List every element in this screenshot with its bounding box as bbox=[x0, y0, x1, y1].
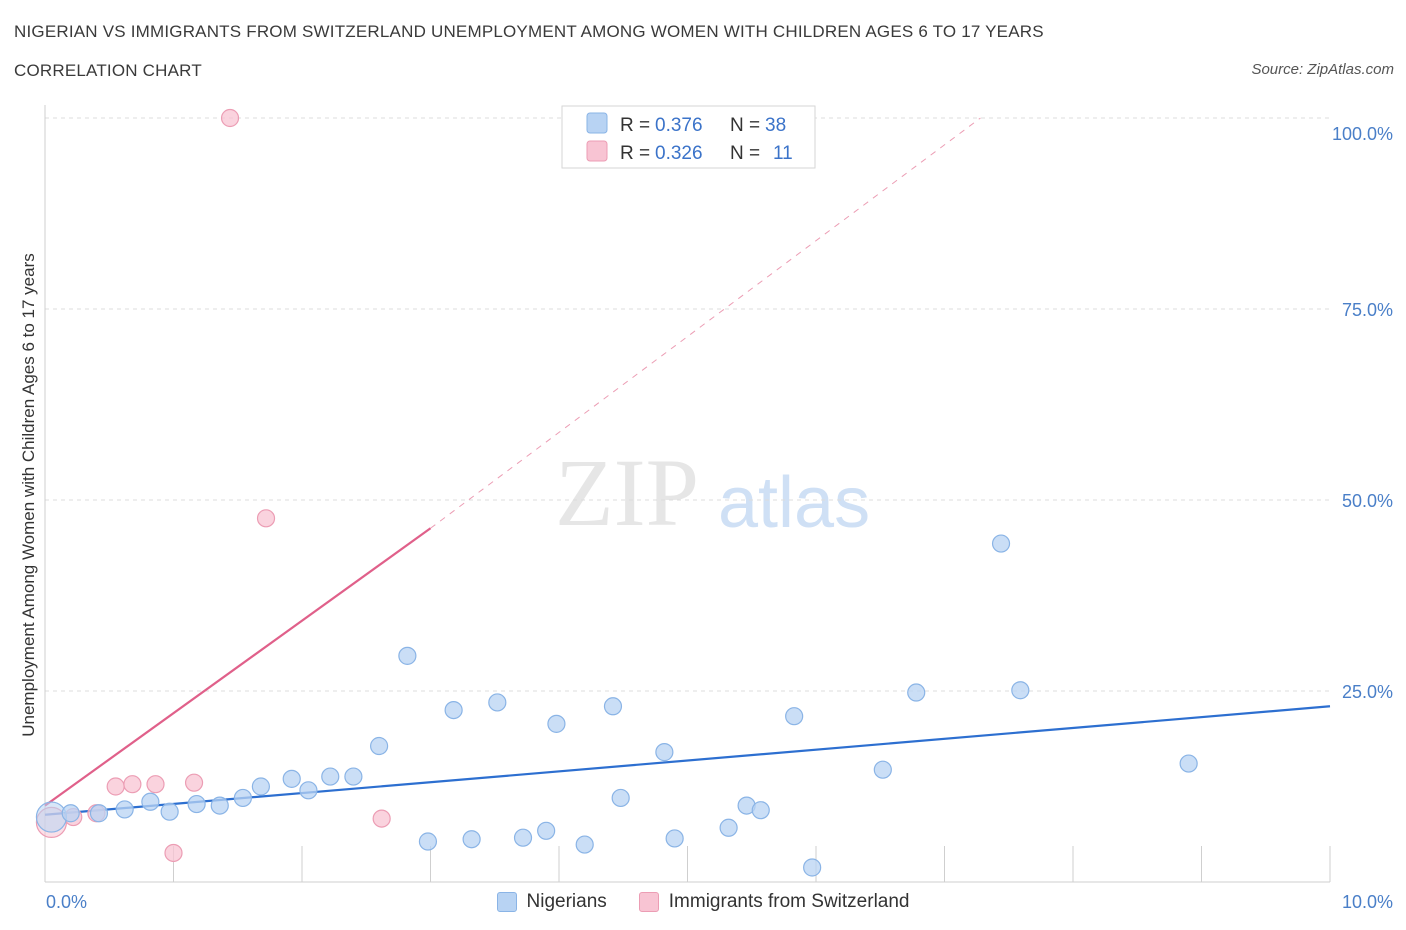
y-tick-labels: 25.0% 50.0% 75.0% 100.0% bbox=[1332, 124, 1393, 702]
point-switzerland bbox=[184, 773, 204, 792]
point-switzerland bbox=[123, 775, 142, 794]
point-nigerians bbox=[187, 794, 206, 814]
x-tick-label-max: 10.0% bbox=[1342, 892, 1393, 912]
point-nigerians bbox=[907, 683, 926, 702]
point-nigerians bbox=[89, 804, 109, 823]
gridlines bbox=[45, 117, 1330, 692]
chart-title: NIGERIAN VS IMMIGRANTS FROM SWITZERLAND … bbox=[14, 22, 1044, 41]
legend-swatch-nigerians bbox=[586, 112, 608, 134]
point-nigerians bbox=[160, 802, 179, 821]
legend-n-label-1: N = bbox=[730, 115, 760, 136]
point-nigerians bbox=[611, 788, 630, 808]
point-nigerians bbox=[547, 714, 566, 733]
point-nigerians bbox=[61, 804, 80, 823]
point-switzerland bbox=[164, 843, 183, 863]
source-label: Source: ZipAtlas.com bbox=[1251, 61, 1394, 78]
point-nigerians bbox=[751, 801, 770, 820]
trend-line-switzerland-extension bbox=[430, 117, 981, 529]
point-nigerians bbox=[991, 534, 1011, 553]
point-nigerians bbox=[655, 743, 674, 762]
point-nigerians bbox=[35, 801, 68, 833]
point-nigerians bbox=[233, 788, 252, 808]
point-nigerians bbox=[785, 707, 804, 726]
point-switzerland bbox=[372, 809, 391, 828]
legend-label-nigerians: Nigerians bbox=[526, 891, 607, 912]
point-nigerians bbox=[488, 693, 507, 712]
legend-item-nigerians: Nigerians bbox=[496, 891, 607, 913]
y-tick-label: 50.0% bbox=[1342, 491, 1393, 511]
point-nigerians bbox=[665, 829, 684, 848]
x-tick-label-min: 0.0% bbox=[46, 892, 87, 912]
point-nigerians bbox=[398, 646, 417, 665]
legend-n-label-2: N = bbox=[730, 143, 760, 164]
legend-bottom: Nigerians Immigrants from Switzerland bbox=[0, 889, 1406, 915]
point-nigerians bbox=[1011, 681, 1030, 700]
legend-top: R = 0.376 N = 38 R = 0.326 N = 11 bbox=[561, 105, 816, 169]
point-nigerians bbox=[370, 736, 389, 756]
point-nigerians bbox=[1179, 754, 1198, 773]
legend-n-value-2: 11 bbox=[773, 143, 793, 164]
legend-swatch-switzerland-bottom bbox=[638, 892, 659, 912]
point-nigerians bbox=[444, 700, 463, 720]
point-switzerland bbox=[256, 509, 276, 528]
y-tick-label: 25.0% bbox=[1342, 682, 1393, 702]
y-tick-label: 75.0% bbox=[1342, 300, 1393, 320]
point-nigerians bbox=[344, 767, 363, 786]
point-switzerland bbox=[106, 777, 125, 796]
legend-item-switzerland: Immigrants from Switzerland bbox=[638, 891, 910, 913]
point-nigerians bbox=[873, 760, 892, 779]
watermark-atlas: atlas bbox=[718, 463, 870, 543]
point-nigerians bbox=[321, 767, 340, 786]
chart-subtitle: CORRELATION CHART bbox=[14, 61, 202, 80]
point-nigerians bbox=[141, 792, 160, 811]
point-nigerians bbox=[462, 830, 481, 849]
point-nigerians bbox=[537, 821, 556, 840]
legend-r-label-1: R = bbox=[620, 115, 650, 136]
point-nigerians bbox=[115, 800, 134, 819]
legend-swatch-switzerland bbox=[586, 140, 608, 162]
point-nigerians bbox=[251, 777, 270, 796]
point-nigerians bbox=[803, 858, 822, 877]
point-nigerians bbox=[719, 818, 738, 837]
y-axis-label: Unemployment Among Women with Children A… bbox=[19, 253, 38, 737]
point-nigerians bbox=[418, 832, 438, 851]
axes bbox=[44, 105, 1331, 883]
legend-label-switzerland: Immigrants from Switzerland bbox=[668, 891, 910, 912]
point-nigerians bbox=[282, 769, 301, 788]
y-tick-label: 100.0% bbox=[1332, 124, 1393, 144]
legend-r-value-1: 0.376 bbox=[655, 115, 703, 136]
trend-line-nigerians bbox=[44, 705, 1331, 816]
legend-r-label-2: R = bbox=[620, 143, 650, 164]
point-switzerland bbox=[146, 775, 165, 794]
trend-line-switzerland bbox=[44, 527, 432, 807]
trend-lines bbox=[44, 117, 1331, 816]
legend-n-value-1: 38 bbox=[765, 115, 786, 136]
point-switzerland bbox=[220, 108, 240, 128]
watermark-zip: ZIP bbox=[555, 439, 699, 546]
point-nigerians bbox=[299, 781, 318, 800]
point-nigerians bbox=[603, 697, 623, 716]
data-points bbox=[35, 108, 1198, 877]
point-nigerians bbox=[513, 828, 533, 847]
point-nigerians bbox=[210, 796, 229, 815]
legend-swatch-nigerians-bottom bbox=[496, 892, 517, 912]
legend-r-value-2: 0.326 bbox=[655, 143, 703, 164]
point-nigerians bbox=[575, 835, 594, 854]
